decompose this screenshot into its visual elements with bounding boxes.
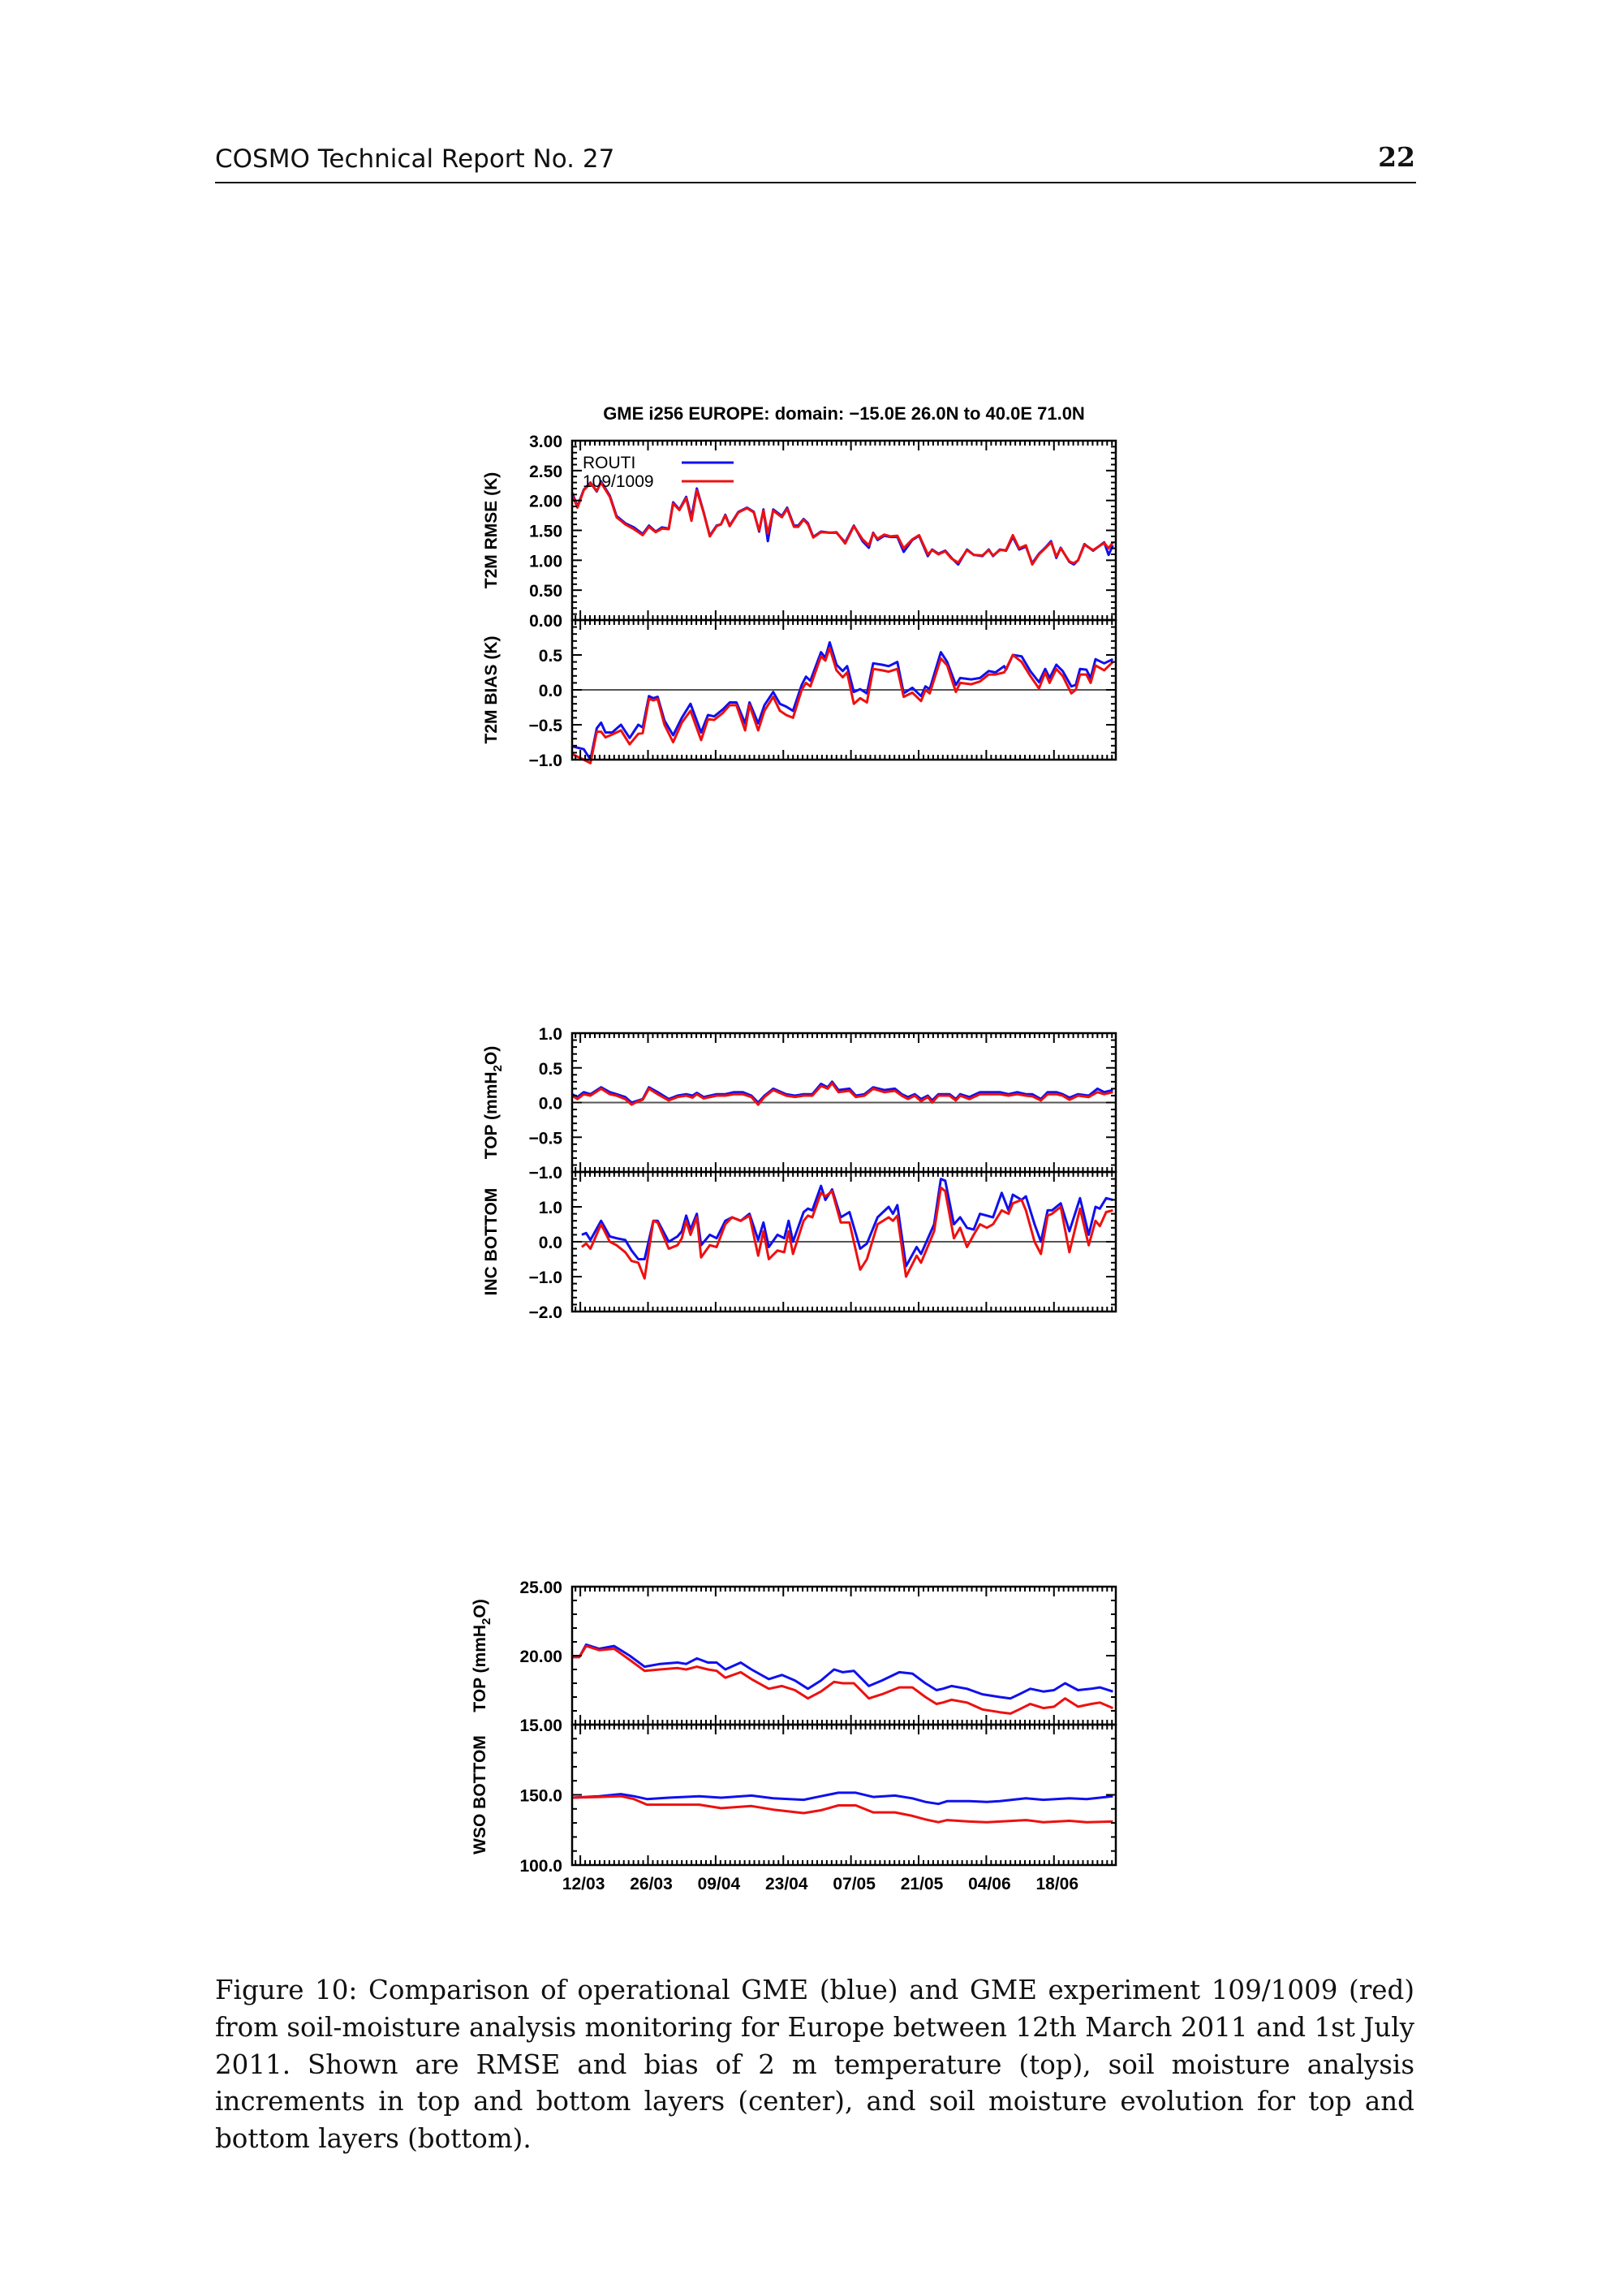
header-rule [215, 182, 1416, 183]
panel-1-0: −1.0 −0.5 0.0 0.5 1.0 TOP (mmH2O) [482, 1025, 1117, 1182]
y-tick-label: 25.00 [519, 1579, 562, 1597]
x-tick-label: 09/04 [698, 1875, 741, 1893]
series-line-exp-109-1009 [570, 481, 1114, 566]
y-tick-label: 3.00 [529, 433, 562, 451]
y-axis-label-text-end: O) [471, 1599, 489, 1618]
x-tick-label: 18/06 [1035, 1875, 1078, 1893]
chart-0: GME i256 EUROPE: domain: −15.0E 26.0N to… [482, 403, 1117, 770]
y-tick-label: 15.00 [519, 1717, 562, 1735]
legend-label: 109/1009 [583, 472, 654, 491]
x-tick-label: 26/03 [630, 1875, 673, 1893]
y-tick-label: −1.0 [529, 1164, 562, 1182]
x-tick-label: 07/05 [833, 1875, 876, 1893]
x-tick-label: 21/05 [901, 1875, 944, 1893]
y-tick-label: −2.0 [529, 1303, 562, 1322]
x-tick-label: 23/04 [765, 1875, 808, 1893]
legend-label: ROUTI [583, 454, 635, 472]
panel-1-1: −2.0 −1.0 0.0 1.0 INC BOTTOM [482, 1170, 1117, 1322]
x-tick-label: 12/03 [562, 1875, 605, 1893]
y-tick-label: 2.00 [529, 493, 562, 511]
y-axis-label: T2M RMSE (K) [482, 472, 501, 589]
y-tick-label: 100.0 [519, 1857, 562, 1876]
y-tick-label: 1.0 [539, 1199, 562, 1217]
y-tick-label: 0.50 [529, 582, 562, 601]
y-axis-label-text: TOP (mmH [471, 1625, 489, 1712]
y-axis-label-subscript: 2 [491, 1065, 505, 1071]
y-tick-label: 150.0 [519, 1787, 562, 1806]
y-axis-label: INC BOTTOM [482, 1188, 501, 1296]
series-line-exp-109-1009 [571, 646, 1114, 765]
y-axis-label: TOP (mmH2O) [471, 1599, 493, 1712]
plot-frame [570, 1723, 1117, 1867]
series-line-routi [572, 1643, 1113, 1700]
figure-caption: Figure 10: Comparison of operational GME… [215, 1975, 1414, 2155]
y-axis-label: WSO BOTTOM [471, 1735, 489, 1854]
y-axis-label-text: T2M RMSE (K) [482, 472, 501, 589]
panel-2-0: 15.00 20.00 25.00 TOP (mmH2O) [471, 1579, 1117, 1735]
y-tick-label: 2.50 [529, 463, 562, 481]
series-line-routi [571, 641, 1114, 761]
y-axis-label-text: INC BOTTOM [482, 1188, 501, 1296]
y-tick-label: 0.0 [539, 1095, 562, 1114]
x-tick-label: 04/06 [968, 1875, 1011, 1893]
y-axis-label-text: WSO BOTTOM [471, 1735, 489, 1854]
y-tick-label: 0.5 [539, 1060, 563, 1079]
series-line-exp-109-1009 [571, 1794, 1113, 1824]
y-tick-label: 0.0 [539, 682, 562, 700]
y-tick-label: 0.00 [529, 612, 562, 631]
running-header-title: COSMO Technical Report No. 27 [215, 144, 615, 174]
y-tick-label: 20.00 [519, 1648, 562, 1666]
y-tick-label: −1.0 [529, 1269, 562, 1287]
series-line-routi [570, 480, 1114, 566]
y-axis-label-text-end: O) [482, 1046, 501, 1065]
y-tick-label: 1.0 [539, 1025, 562, 1044]
panel-2-1: 100.0 150.0 WSO BOTTOM [471, 1723, 1117, 1876]
y-axis-label: T2M BIAS (K) [482, 636, 501, 744]
page-number: 22 [1378, 141, 1415, 173]
y-axis-label-text: T2M BIAS (K) [482, 636, 501, 744]
y-tick-label: 1.00 [529, 552, 562, 571]
chart-2: 15.00 20.00 25.00 TOP (mmH2O) 100.0 150.0 WSO … [471, 1579, 1117, 1893]
series-line-exp-109-1009 [572, 1644, 1113, 1715]
series-line-exp-109-1009 [580, 1186, 1113, 1280]
series-line-exp-109-1009 [571, 1082, 1113, 1106]
chart-title: GME i256 EUROPE: domain: −15.0E 26.0N to… [603, 403, 1085, 424]
y-tick-label: −0.5 [529, 1129, 563, 1148]
y-tick-label: 0.0 [539, 1234, 562, 1252]
panel-0-1: −1.0 −0.5 0.0 0.5 T2M BIAS (K) [482, 618, 1117, 770]
y-axis-label: TOP (mmH2O) [482, 1046, 505, 1159]
series-line-routi [571, 1791, 1113, 1806]
y-axis-label-text: TOP (mmH [482, 1071, 501, 1159]
chart-1: −1.0 −0.5 0.0 0.5 1.0 TOP (mmH2O) −2.0 −1.0 0.0 1… [482, 1025, 1117, 1322]
y-axis-label-subscript: 2 [480, 1618, 493, 1625]
y-tick-label: −1.0 [529, 752, 562, 770]
y-tick-label: 0.5 [539, 647, 563, 666]
figure-10-plots: GME i256 EUROPE: domain: −15.0E 26.0N to… [471, 403, 1117, 1893]
panel-0-0: 0.00 0.50 1.00 1.50 2.00 2.50 3.00 T2M RMSE (K) [482, 433, 1117, 631]
y-tick-label: −0.5 [529, 717, 563, 735]
y-tick-label: 1.50 [529, 523, 562, 541]
